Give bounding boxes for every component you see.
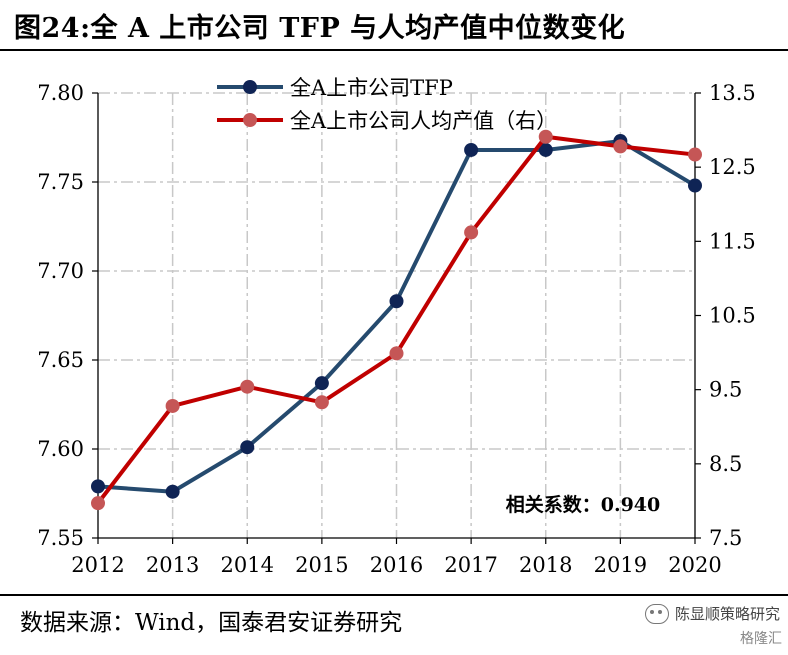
y-right-tick-label: 12.5 [709, 155, 756, 179]
legend: 全A上市公司TFP 全A上市公司人均产值（右） [217, 76, 557, 133]
y-left-tick-label: 7.60 [37, 437, 84, 461]
x-tick-label: 2020 [668, 553, 721, 577]
y-left-tick-label: 7.75 [37, 170, 84, 194]
data-point-output [538, 129, 553, 144]
data-point-tfp [688, 178, 702, 193]
x-tick-label: 2019 [594, 553, 647, 577]
data-point-output [464, 225, 479, 240]
x-tick-label: 2015 [295, 553, 348, 577]
data-point-tfp [314, 376, 329, 391]
data-point-output [314, 395, 329, 410]
watermark-account: 陈显顺策略研究 [674, 605, 780, 623]
y-left-tick-label: 7.65 [37, 348, 84, 372]
source-rule [0, 594, 788, 596]
data-point-tfp [91, 479, 105, 494]
grid-lines [98, 92, 695, 538]
data-point-tfp [464, 142, 479, 157]
y-left-tick-label: 7.80 [37, 81, 84, 105]
data-point-output [389, 346, 404, 361]
figure-title: 图24:全 A 上市公司 TFP 与人均产值中位数变化 [14, 13, 626, 44]
axes: 7.55 7.60 7.65 7.70 7.75 7.80 7.5 8.5 9.5 10.5 11.… [37, 81, 756, 577]
y-left-tick-label: 7.55 [37, 526, 84, 550]
y-right-tick-label: 10.5 [709, 304, 756, 328]
y-right-tick-label: 9.5 [709, 378, 742, 402]
y-right-tick-label: 13.5 [709, 81, 756, 105]
series [91, 129, 702, 511]
data-point-output [240, 379, 255, 394]
data-point-output [91, 496, 105, 511]
x-tick-label: 2013 [146, 553, 199, 577]
data-point-output [165, 398, 180, 413]
data-point-tfp [240, 440, 255, 455]
legend-marker-output [243, 113, 257, 127]
x-tick-label: 2018 [519, 553, 572, 577]
y-left-tick-label: 7.70 [37, 259, 84, 283]
x-tick-label: 2012 [71, 553, 124, 577]
x-tick-label: 2017 [444, 553, 497, 577]
x-tick-label: 2016 [370, 553, 423, 577]
data-point-output [613, 139, 628, 154]
data-point-tfp [389, 294, 404, 309]
y-right-tick-label: 8.5 [709, 452, 742, 476]
watermark: 陈显顺策略研究 [644, 603, 780, 624]
data-point-tfp [538, 142, 553, 157]
line-chart: 7.55 7.60 7.65 7.70 7.75 7.80 7.5 8.5 9.5 10.5 11.… [37, 76, 756, 577]
watermark-brand: 格隆汇 [740, 631, 782, 647]
legend-label-output: 全A上市公司人均产值（右） [290, 109, 557, 133]
data-point-tfp [165, 484, 180, 499]
wechat-icon [644, 603, 669, 624]
correlation-annotation: 相关系数：0.940 [506, 493, 661, 516]
y-right-tick-label: 7.5 [709, 526, 742, 550]
source-note: 数据来源：Wind，国泰君安证券研究 [20, 610, 403, 636]
data-point-output [688, 147, 702, 162]
legend-marker-tfp [243, 80, 257, 94]
title-rule [0, 49, 788, 51]
legend-label-tfp: 全A上市公司TFP [290, 76, 453, 100]
x-tick-label: 2014 [221, 553, 274, 577]
y-right-tick-label: 11.5 [709, 229, 756, 253]
